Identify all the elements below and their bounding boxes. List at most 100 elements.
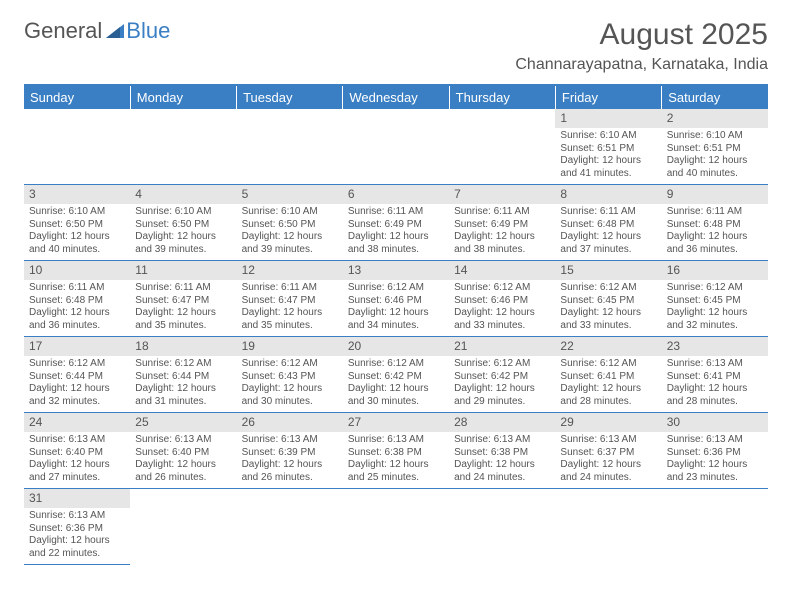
day-cell: 19Sunrise: 6:12 AMSunset: 6:43 PMDayligh… <box>237 337 343 413</box>
day-daylight2: and 36 minutes. <box>29 320 125 333</box>
calendar-table: SundayMondayTuesdayWednesdayThursdayFrid… <box>24 86 768 565</box>
day-cell: 21Sunrise: 6:12 AMSunset: 6:42 PMDayligh… <box>449 337 555 413</box>
day-header: Tuesday <box>237 86 343 109</box>
day-sunrise: Sunrise: 6:13 AM <box>29 510 125 523</box>
day-sunrise: Sunrise: 6:11 AM <box>454 206 550 219</box>
day-sunset: Sunset: 6:43 PM <box>242 371 338 384</box>
day-sunset: Sunset: 6:40 PM <box>135 447 231 460</box>
day-cell: 28Sunrise: 6:13 AMSunset: 6:38 PMDayligh… <box>449 413 555 489</box>
day-daylight1: Daylight: 12 hours <box>135 307 231 320</box>
calendar-week-row: 10Sunrise: 6:11 AMSunset: 6:48 PMDayligh… <box>24 261 768 337</box>
day-sunrise: Sunrise: 6:13 AM <box>348 434 444 447</box>
day-number: 26 <box>237 413 343 432</box>
day-sunrise: Sunrise: 6:13 AM <box>29 434 125 447</box>
day-number: 10 <box>24 261 130 280</box>
day-sunrise: Sunrise: 6:12 AM <box>454 282 550 295</box>
day-daylight2: and 40 minutes. <box>667 168 763 181</box>
day-daylight2: and 25 minutes. <box>348 472 444 485</box>
day-cell: 20Sunrise: 6:12 AMSunset: 6:42 PMDayligh… <box>343 337 449 413</box>
day-daylight1: Daylight: 12 hours <box>667 307 763 320</box>
day-cell: 9Sunrise: 6:11 AMSunset: 6:48 PMDaylight… <box>662 185 768 261</box>
day-sunrise: Sunrise: 6:11 AM <box>242 282 338 295</box>
day-cell: 30Sunrise: 6:13 AMSunset: 6:36 PMDayligh… <box>662 413 768 489</box>
day-number: 21 <box>449 337 555 356</box>
day-daylight2: and 39 minutes. <box>242 244 338 257</box>
day-daylight1: Daylight: 12 hours <box>29 231 125 244</box>
day-number: 13 <box>343 261 449 280</box>
day-daylight1: Daylight: 12 hours <box>135 383 231 396</box>
day-sunset: Sunset: 6:45 PM <box>667 295 763 308</box>
day-daylight2: and 37 minutes. <box>560 244 656 257</box>
day-header: Friday <box>555 86 661 109</box>
day-daylight1: Daylight: 12 hours <box>667 231 763 244</box>
day-cell: 26Sunrise: 6:13 AMSunset: 6:39 PMDayligh… <box>237 413 343 489</box>
day-sunset: Sunset: 6:36 PM <box>29 523 125 536</box>
day-daylight2: and 32 minutes. <box>667 320 763 333</box>
day-daylight1: Daylight: 12 hours <box>560 155 656 168</box>
day-header: Monday <box>130 86 236 109</box>
calendar-week-row: 1Sunrise: 6:10 AMSunset: 6:51 PMDaylight… <box>24 109 768 185</box>
day-header-row: SundayMondayTuesdayWednesdayThursdayFrid… <box>24 86 768 109</box>
day-sunset: Sunset: 6:39 PM <box>242 447 338 460</box>
empty-cell <box>449 489 555 565</box>
day-cell: 27Sunrise: 6:13 AMSunset: 6:38 PMDayligh… <box>343 413 449 489</box>
day-header: Saturday <box>662 86 768 109</box>
day-sunset: Sunset: 6:49 PM <box>348 219 444 232</box>
day-cell: 6Sunrise: 6:11 AMSunset: 6:49 PMDaylight… <box>343 185 449 261</box>
day-daylight1: Daylight: 12 hours <box>135 231 231 244</box>
day-daylight1: Daylight: 12 hours <box>560 383 656 396</box>
day-daylight2: and 34 minutes. <box>348 320 444 333</box>
day-daylight1: Daylight: 12 hours <box>667 459 763 472</box>
calendar-week-row: 24Sunrise: 6:13 AMSunset: 6:40 PMDayligh… <box>24 413 768 489</box>
day-daylight2: and 41 minutes. <box>560 168 656 181</box>
day-sunrise: Sunrise: 6:10 AM <box>135 206 231 219</box>
day-daylight1: Daylight: 12 hours <box>454 459 550 472</box>
month-title: August 2025 <box>515 18 768 52</box>
day-sunset: Sunset: 6:48 PM <box>667 219 763 232</box>
day-number: 24 <box>24 413 130 432</box>
day-cell: 4Sunrise: 6:10 AMSunset: 6:50 PMDaylight… <box>130 185 236 261</box>
day-sunrise: Sunrise: 6:12 AM <box>348 282 444 295</box>
day-sunrise: Sunrise: 6:10 AM <box>29 206 125 219</box>
day-number: 2 <box>662 109 768 128</box>
day-number: 5 <box>237 185 343 204</box>
day-sunset: Sunset: 6:51 PM <box>560 143 656 156</box>
day-daylight1: Daylight: 12 hours <box>135 459 231 472</box>
day-sunset: Sunset: 6:50 PM <box>29 219 125 232</box>
day-daylight1: Daylight: 12 hours <box>454 231 550 244</box>
day-sunrise: Sunrise: 6:10 AM <box>560 130 656 143</box>
empty-cell <box>130 109 236 185</box>
day-daylight2: and 26 minutes. <box>135 472 231 485</box>
day-sunset: Sunset: 6:41 PM <box>667 371 763 384</box>
day-number: 18 <box>130 337 236 356</box>
day-number: 20 <box>343 337 449 356</box>
day-number: 8 <box>555 185 661 204</box>
day-daylight2: and 32 minutes. <box>29 396 125 409</box>
day-sunrise: Sunrise: 6:13 AM <box>560 434 656 447</box>
day-daylight1: Daylight: 12 hours <box>348 459 444 472</box>
day-daylight1: Daylight: 12 hours <box>29 307 125 320</box>
logo-text-general: General <box>24 18 102 44</box>
day-cell: 1Sunrise: 6:10 AMSunset: 6:51 PMDaylight… <box>555 109 661 185</box>
day-number: 30 <box>662 413 768 432</box>
calendar-week-row: 3Sunrise: 6:10 AMSunset: 6:50 PMDaylight… <box>24 185 768 261</box>
day-cell: 10Sunrise: 6:11 AMSunset: 6:48 PMDayligh… <box>24 261 130 337</box>
day-daylight1: Daylight: 12 hours <box>454 307 550 320</box>
day-cell: 8Sunrise: 6:11 AMSunset: 6:48 PMDaylight… <box>555 185 661 261</box>
day-number: 16 <box>662 261 768 280</box>
day-daylight1: Daylight: 12 hours <box>667 383 763 396</box>
day-number: 22 <box>555 337 661 356</box>
day-header: Thursday <box>449 86 555 109</box>
header: General Blue August 2025 Channarayapatna… <box>24 18 768 74</box>
day-cell: 25Sunrise: 6:13 AMSunset: 6:40 PMDayligh… <box>130 413 236 489</box>
day-sunset: Sunset: 6:37 PM <box>560 447 656 460</box>
day-daylight2: and 22 minutes. <box>29 548 125 561</box>
day-sunset: Sunset: 6:45 PM <box>560 295 656 308</box>
day-cell: 16Sunrise: 6:12 AMSunset: 6:45 PMDayligh… <box>662 261 768 337</box>
day-daylight2: and 35 minutes. <box>242 320 338 333</box>
calendar-week-row: 17Sunrise: 6:12 AMSunset: 6:44 PMDayligh… <box>24 337 768 413</box>
day-cell: 11Sunrise: 6:11 AMSunset: 6:47 PMDayligh… <box>130 261 236 337</box>
day-daylight2: and 30 minutes. <box>348 396 444 409</box>
day-cell: 15Sunrise: 6:12 AMSunset: 6:45 PMDayligh… <box>555 261 661 337</box>
day-daylight1: Daylight: 12 hours <box>29 459 125 472</box>
